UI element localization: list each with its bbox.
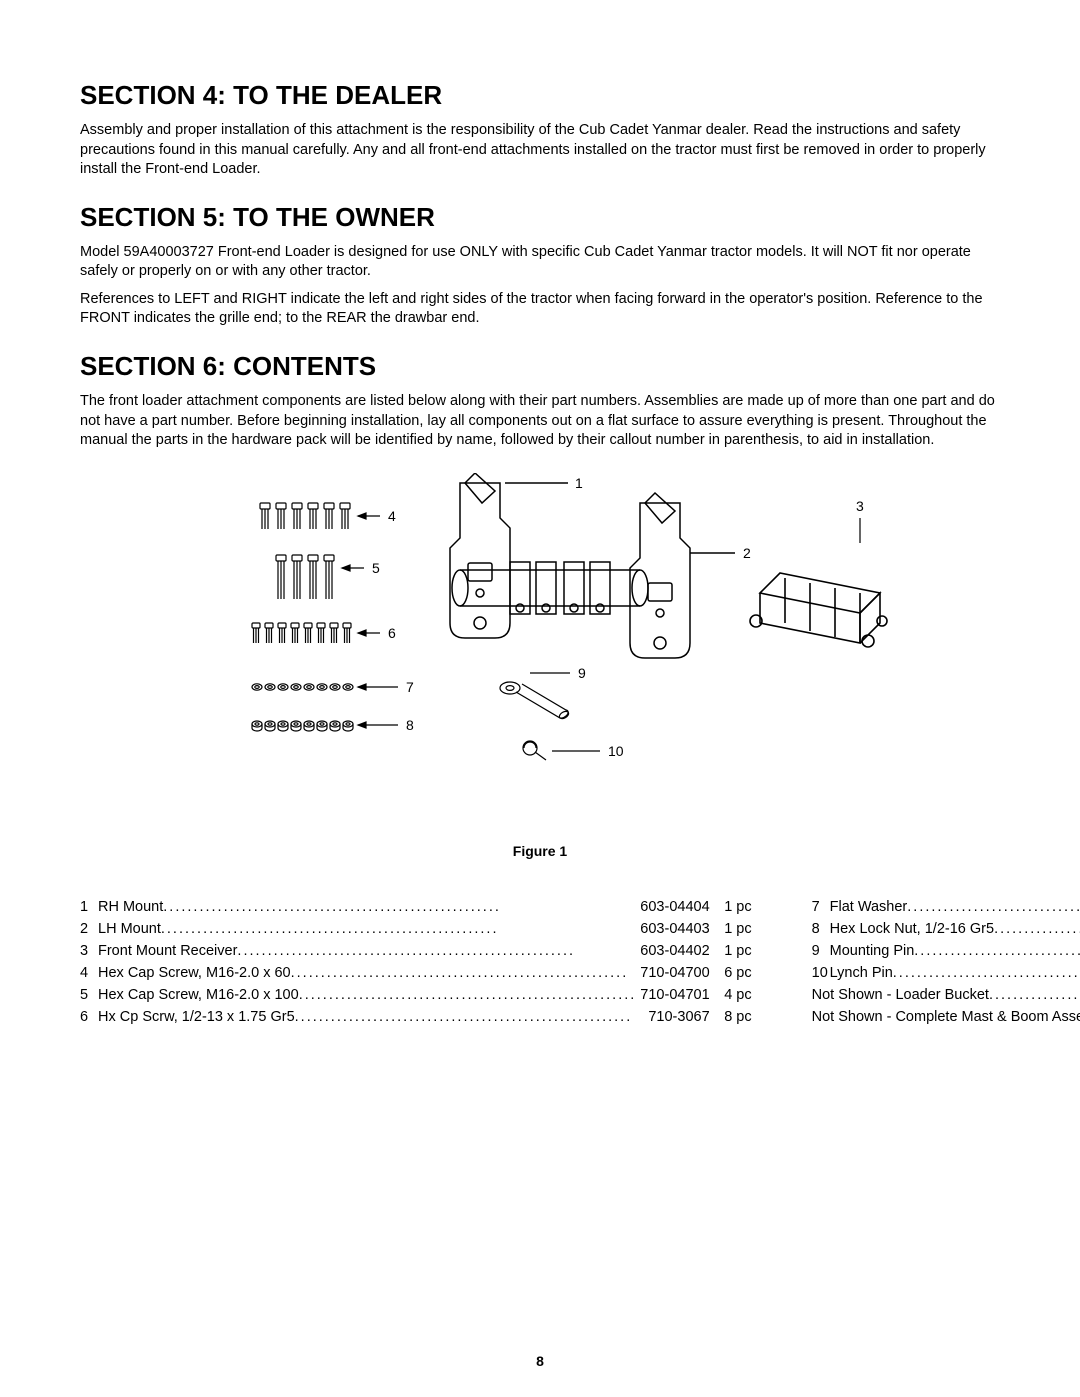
parts-partno: 710-3067 xyxy=(644,1009,709,1025)
parts-row: 3Front Mount Receiver ..................… xyxy=(80,943,752,959)
callout-1: 1 xyxy=(575,475,583,491)
callout-9: 9 xyxy=(578,665,586,681)
parts-qty: 1 pc xyxy=(710,921,752,937)
parts-dots: ........................................… xyxy=(893,965,1080,981)
section-dealer-title: SECTION 4: TO THE DEALER xyxy=(80,80,1000,111)
parts-name: Not Shown - Complete Mast & Boom Assembl… xyxy=(812,1009,1080,1025)
figure-caption: Figure 1 xyxy=(80,843,1000,859)
parts-row-notshown: Not Shown - Complete Mast & Boom Assembl… xyxy=(812,1009,1080,1025)
parts-num: 5 xyxy=(80,987,98,1003)
parts-row: 10Lynch Pin ............................… xyxy=(812,965,1080,981)
figure-1: 4 5 xyxy=(80,473,1000,859)
parts-row: 5Hex Cap Screw, M16-2.0 x 100 ..........… xyxy=(80,987,752,1003)
front-mount-receiver xyxy=(750,573,887,647)
parts-qty: 4 pc xyxy=(710,987,752,1003)
parts-row: 6Hx Cp Scrw, 1/2-13 x 1.75 Gr5 .........… xyxy=(80,1009,752,1025)
parts-qty: 1 pc xyxy=(710,943,752,959)
parts-num: 10 xyxy=(812,965,830,981)
parts-name: Hex Cap Screw, M16-2.0 x 60 xyxy=(98,965,291,981)
parts-dots: ........................................… xyxy=(295,1009,645,1025)
section-owner-para1: Model 59A40003727 Front-end Loader is de… xyxy=(80,243,1000,282)
parts-name: LH Mount xyxy=(98,921,161,937)
callout-2: 2 xyxy=(743,545,751,561)
parts-qty: 1 pc xyxy=(710,899,752,915)
callout-7: 7 xyxy=(406,679,414,695)
parts-name: Flat Washer xyxy=(830,899,908,915)
parts-num: 8 xyxy=(812,921,830,937)
parts-name: Mounting Pin xyxy=(830,943,915,959)
section-owner-para2: References to LEFT and RIGHT indicate th… xyxy=(80,290,1000,329)
parts-name: Hx Cp Scrw, 1/2-13 x 1.75 Gr5 xyxy=(98,1009,295,1025)
parts-col-right: 7Flat Washer ...........................… xyxy=(812,899,1080,1031)
parts-dots: ........................................… xyxy=(299,987,637,1003)
parts-partno: 710-04700 xyxy=(636,965,709,981)
parts-col-left: 1RH Mount ..............................… xyxy=(80,899,752,1031)
parts-row: 4Hex Cap Screw, M16-2.0 x 60 ...........… xyxy=(80,965,752,981)
parts-dots: .............................. xyxy=(989,987,1080,1003)
parts-partno: 710-04701 xyxy=(636,987,709,1003)
parts-partno: 603-04402 xyxy=(636,943,709,959)
bolt-group-5 xyxy=(276,555,364,599)
parts-name: Hex Lock Nut, 1/2-16 Gr5 xyxy=(830,921,994,937)
section-contents-title: SECTION 6: CONTENTS xyxy=(80,351,1000,382)
parts-num: 1 xyxy=(80,899,98,915)
section-dealer-para: Assembly and proper installation of this… xyxy=(80,121,1000,180)
parts-dots: ........................................… xyxy=(161,921,636,937)
lynch-pin xyxy=(523,741,546,760)
mount-assembly: 1 xyxy=(450,473,751,658)
parts-row: 7Flat Washer ...........................… xyxy=(812,899,1080,915)
parts-dots: ........................................… xyxy=(994,921,1080,937)
page-number: 8 xyxy=(0,1353,1080,1369)
parts-row: 8Hex Lock Nut, 1/2-16 Gr5 ..............… xyxy=(812,921,1080,937)
callout-4: 4 xyxy=(388,508,396,524)
callout-6: 6 xyxy=(388,625,396,641)
parts-dots: ........................................… xyxy=(163,899,636,915)
bolt-group-4 xyxy=(260,503,380,529)
parts-row: 1RH Mount ..............................… xyxy=(80,899,752,915)
parts-name: RH Mount xyxy=(98,899,163,915)
callout-8: 8 xyxy=(406,717,414,733)
parts-partno: 603-04403 xyxy=(636,921,709,937)
mounting-pin xyxy=(500,682,570,720)
parts-num: 2 xyxy=(80,921,98,937)
washer-group-7 xyxy=(252,683,398,689)
parts-row: 9Mounting Pin ..........................… xyxy=(812,943,1080,959)
bolt-group-6 xyxy=(252,623,380,643)
parts-list: 1RH Mount ..............................… xyxy=(80,899,1000,1031)
parts-dots: ........................................… xyxy=(914,943,1080,959)
section-dealer: SECTION 4: TO THE DEALER Assembly and pr… xyxy=(80,80,1000,180)
parts-name: Not Shown - Loader Bucket xyxy=(812,987,989,1003)
callout-10: 10 xyxy=(608,743,624,759)
parts-num: 3 xyxy=(80,943,98,959)
parts-qty: 6 pc xyxy=(710,965,752,981)
callout-5: 5 xyxy=(372,560,380,576)
section-owner: SECTION 5: TO THE OWNER Model 59A4000372… xyxy=(80,202,1000,329)
nut-group-8 xyxy=(252,721,398,731)
parts-dots: ........................................… xyxy=(237,943,636,959)
section-owner-title: SECTION 5: TO THE OWNER xyxy=(80,202,1000,233)
section-contents: SECTION 6: CONTENTS The front loader att… xyxy=(80,351,1000,451)
parts-name: Hex Cap Screw, M16-2.0 x 100 xyxy=(98,987,299,1003)
parts-num: 6 xyxy=(80,1009,98,1025)
figure-svg: 4 5 xyxy=(160,473,920,813)
parts-dots: ........................................… xyxy=(291,965,637,981)
parts-name: Front Mount Receiver xyxy=(98,943,237,959)
parts-qty: 8 pc xyxy=(710,1009,752,1025)
parts-num: 4 xyxy=(80,965,98,981)
callout-3: 3 xyxy=(856,498,864,514)
section-contents-para: The front loader attachment components a… xyxy=(80,392,1000,451)
parts-row: 2LH Mount ..............................… xyxy=(80,921,752,937)
parts-num: 9 xyxy=(812,943,830,959)
parts-row-notshown: Not Shown - Loader Bucket ..............… xyxy=(812,987,1080,1003)
parts-num: 7 xyxy=(812,899,830,915)
parts-name: Lynch Pin xyxy=(830,965,893,981)
parts-dots: ........................................… xyxy=(907,899,1080,915)
parts-partno: 603-04404 xyxy=(636,899,709,915)
